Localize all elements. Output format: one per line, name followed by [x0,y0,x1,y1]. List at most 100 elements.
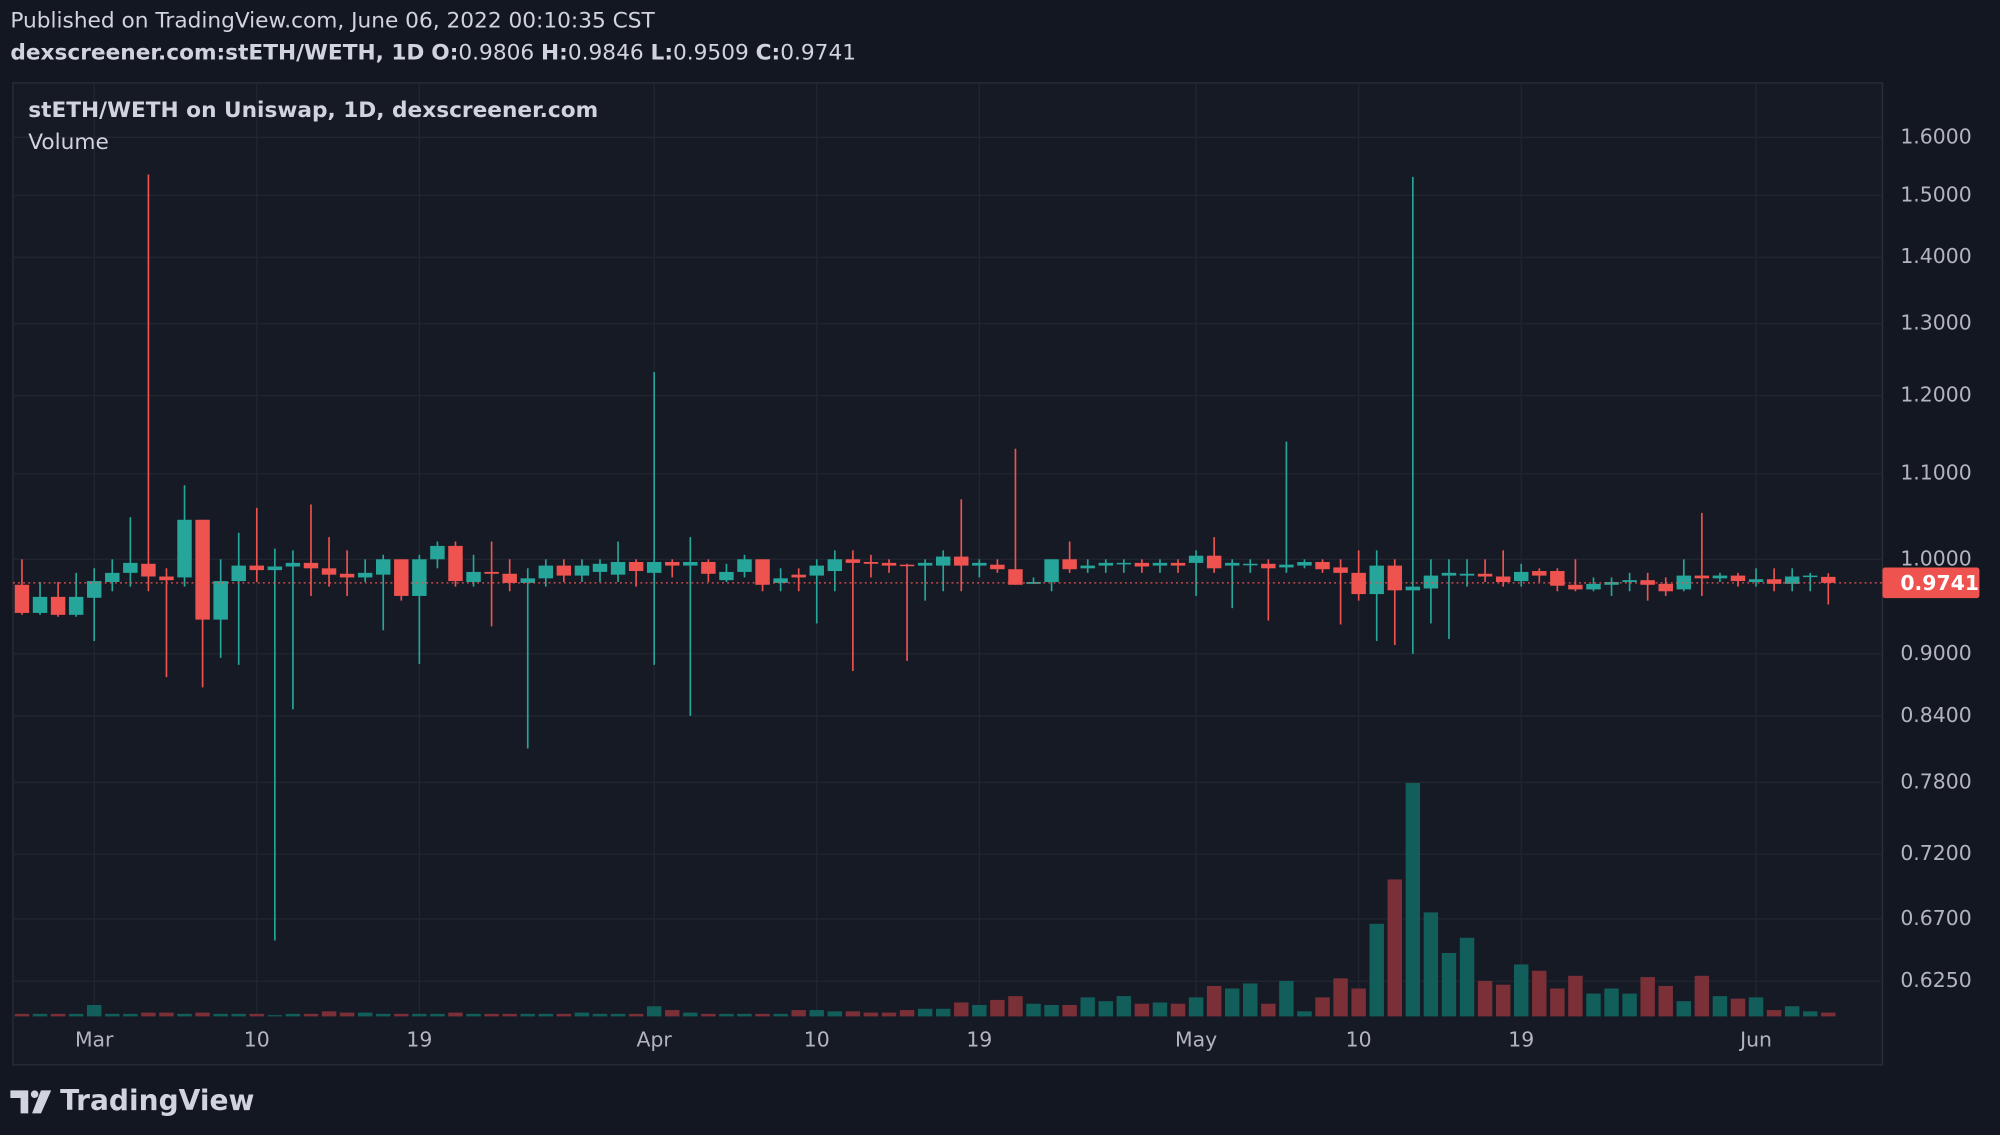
candle-body [430,545,445,560]
candle-body [1279,564,1294,568]
candle-body [50,596,66,615]
candle-body [1658,583,1673,592]
candle-body [466,571,481,583]
ohlc-value: 0.9806 [458,41,534,66]
candle-body [954,556,969,566]
candle-body [737,559,752,572]
volume-bar [14,1013,30,1017]
volume-bar [574,1012,590,1017]
candle-body [755,559,770,585]
volume-bar [321,1011,337,1017]
x-tick-label: 19 [1508,1028,1534,1052]
candle-body [610,561,626,575]
candle-body [1676,575,1692,590]
candle-body [827,559,843,572]
volume-bar [86,1004,102,1017]
volume-bar [683,1012,698,1017]
candle-body [1080,565,1095,569]
volume-bar [719,1013,734,1017]
volume-bar [1423,912,1439,1017]
logo-icon [30,1090,39,1099]
candle-body [376,559,391,575]
candle-body [538,565,554,579]
y-tick-label: 0.8400 [1900,703,1971,727]
candle-body [1568,584,1583,590]
candle-body [1351,572,1366,595]
candle-body [1062,559,1077,570]
volume-bar [68,1013,84,1017]
candle-body [339,573,355,578]
volume-bar [1062,1004,1077,1017]
candle-body [195,519,210,620]
volume-bar [1694,975,1710,1017]
volume-bar [1261,1003,1276,1017]
volume-bar [159,1012,174,1017]
candle-body [1224,562,1240,566]
volume-bar [195,1012,210,1017]
candle-body [791,574,806,578]
volume-bar [935,1008,951,1017]
ohlc-value: 0.9509 [673,41,749,66]
ohlc-label: C: [756,41,781,66]
volume-bar [1297,1011,1312,1017]
candle-body [1297,561,1312,566]
volume-bar [1766,1010,1782,1017]
volume-bar [303,1013,319,1017]
volume-bar [1514,964,1529,1017]
candle-body [68,596,84,615]
y-tick-label: 0.6700 [1900,906,1971,930]
candle-body [123,562,138,573]
volume-bar [1748,997,1764,1017]
candle-body [701,561,716,574]
candle-body [845,559,861,563]
y-tick-label: 1.4000 [1900,244,1971,268]
volume-bar [755,1013,770,1017]
volume-bar [1170,1003,1186,1017]
candle-body [303,562,319,569]
candle-body [105,572,120,583]
chart-title: stETH/WETH on Uniswap, 1D, dexscreener.c… [28,98,598,123]
candle-body [628,561,644,572]
candle-body [1766,579,1782,584]
candle-body [1333,567,1348,573]
volume-bar [845,1011,861,1017]
x-tick-label: Apr [637,1028,673,1052]
x-tick-label: 10 [244,1028,270,1052]
volume-bar [50,1013,66,1017]
volume-bar [105,1013,120,1017]
ohlc-label: L: [651,41,673,66]
volume-bar [1550,988,1565,1017]
volume-bar [448,1012,463,1017]
volume-bar [881,1012,897,1017]
y-tick-label: 1.3000 [1900,311,1971,335]
volume-bar [1803,1011,1818,1017]
candle-body [1134,562,1150,567]
volume-bar [394,1013,409,1017]
volume-bar [646,1006,662,1017]
volume-bar [1405,783,1421,1017]
volume-bar [231,1013,246,1017]
candle-body [1206,555,1222,569]
last-price-box [1882,567,1980,599]
volume-bar [917,1008,933,1017]
candle-body [321,568,337,575]
volume-bar [357,1012,373,1017]
candle-body [484,571,499,574]
candle-body [267,566,283,571]
candle-body [141,563,156,577]
volume-bar [1676,1001,1692,1017]
volume-bar [1604,988,1619,1017]
volume-bar [177,1013,192,1017]
candle-body [177,519,192,578]
candle-body [1821,576,1836,583]
candle-body [159,576,174,581]
volume-bar [1044,1004,1059,1017]
candle-body [1748,579,1764,583]
volume-bar [1008,996,1023,1017]
volume-bar [484,1013,499,1017]
candle-body [665,561,680,566]
brand-logo: TradingView [10,1084,254,1117]
x-tick-label: 10 [804,1028,830,1052]
last-price-label: 0.9741 [1900,571,1979,595]
